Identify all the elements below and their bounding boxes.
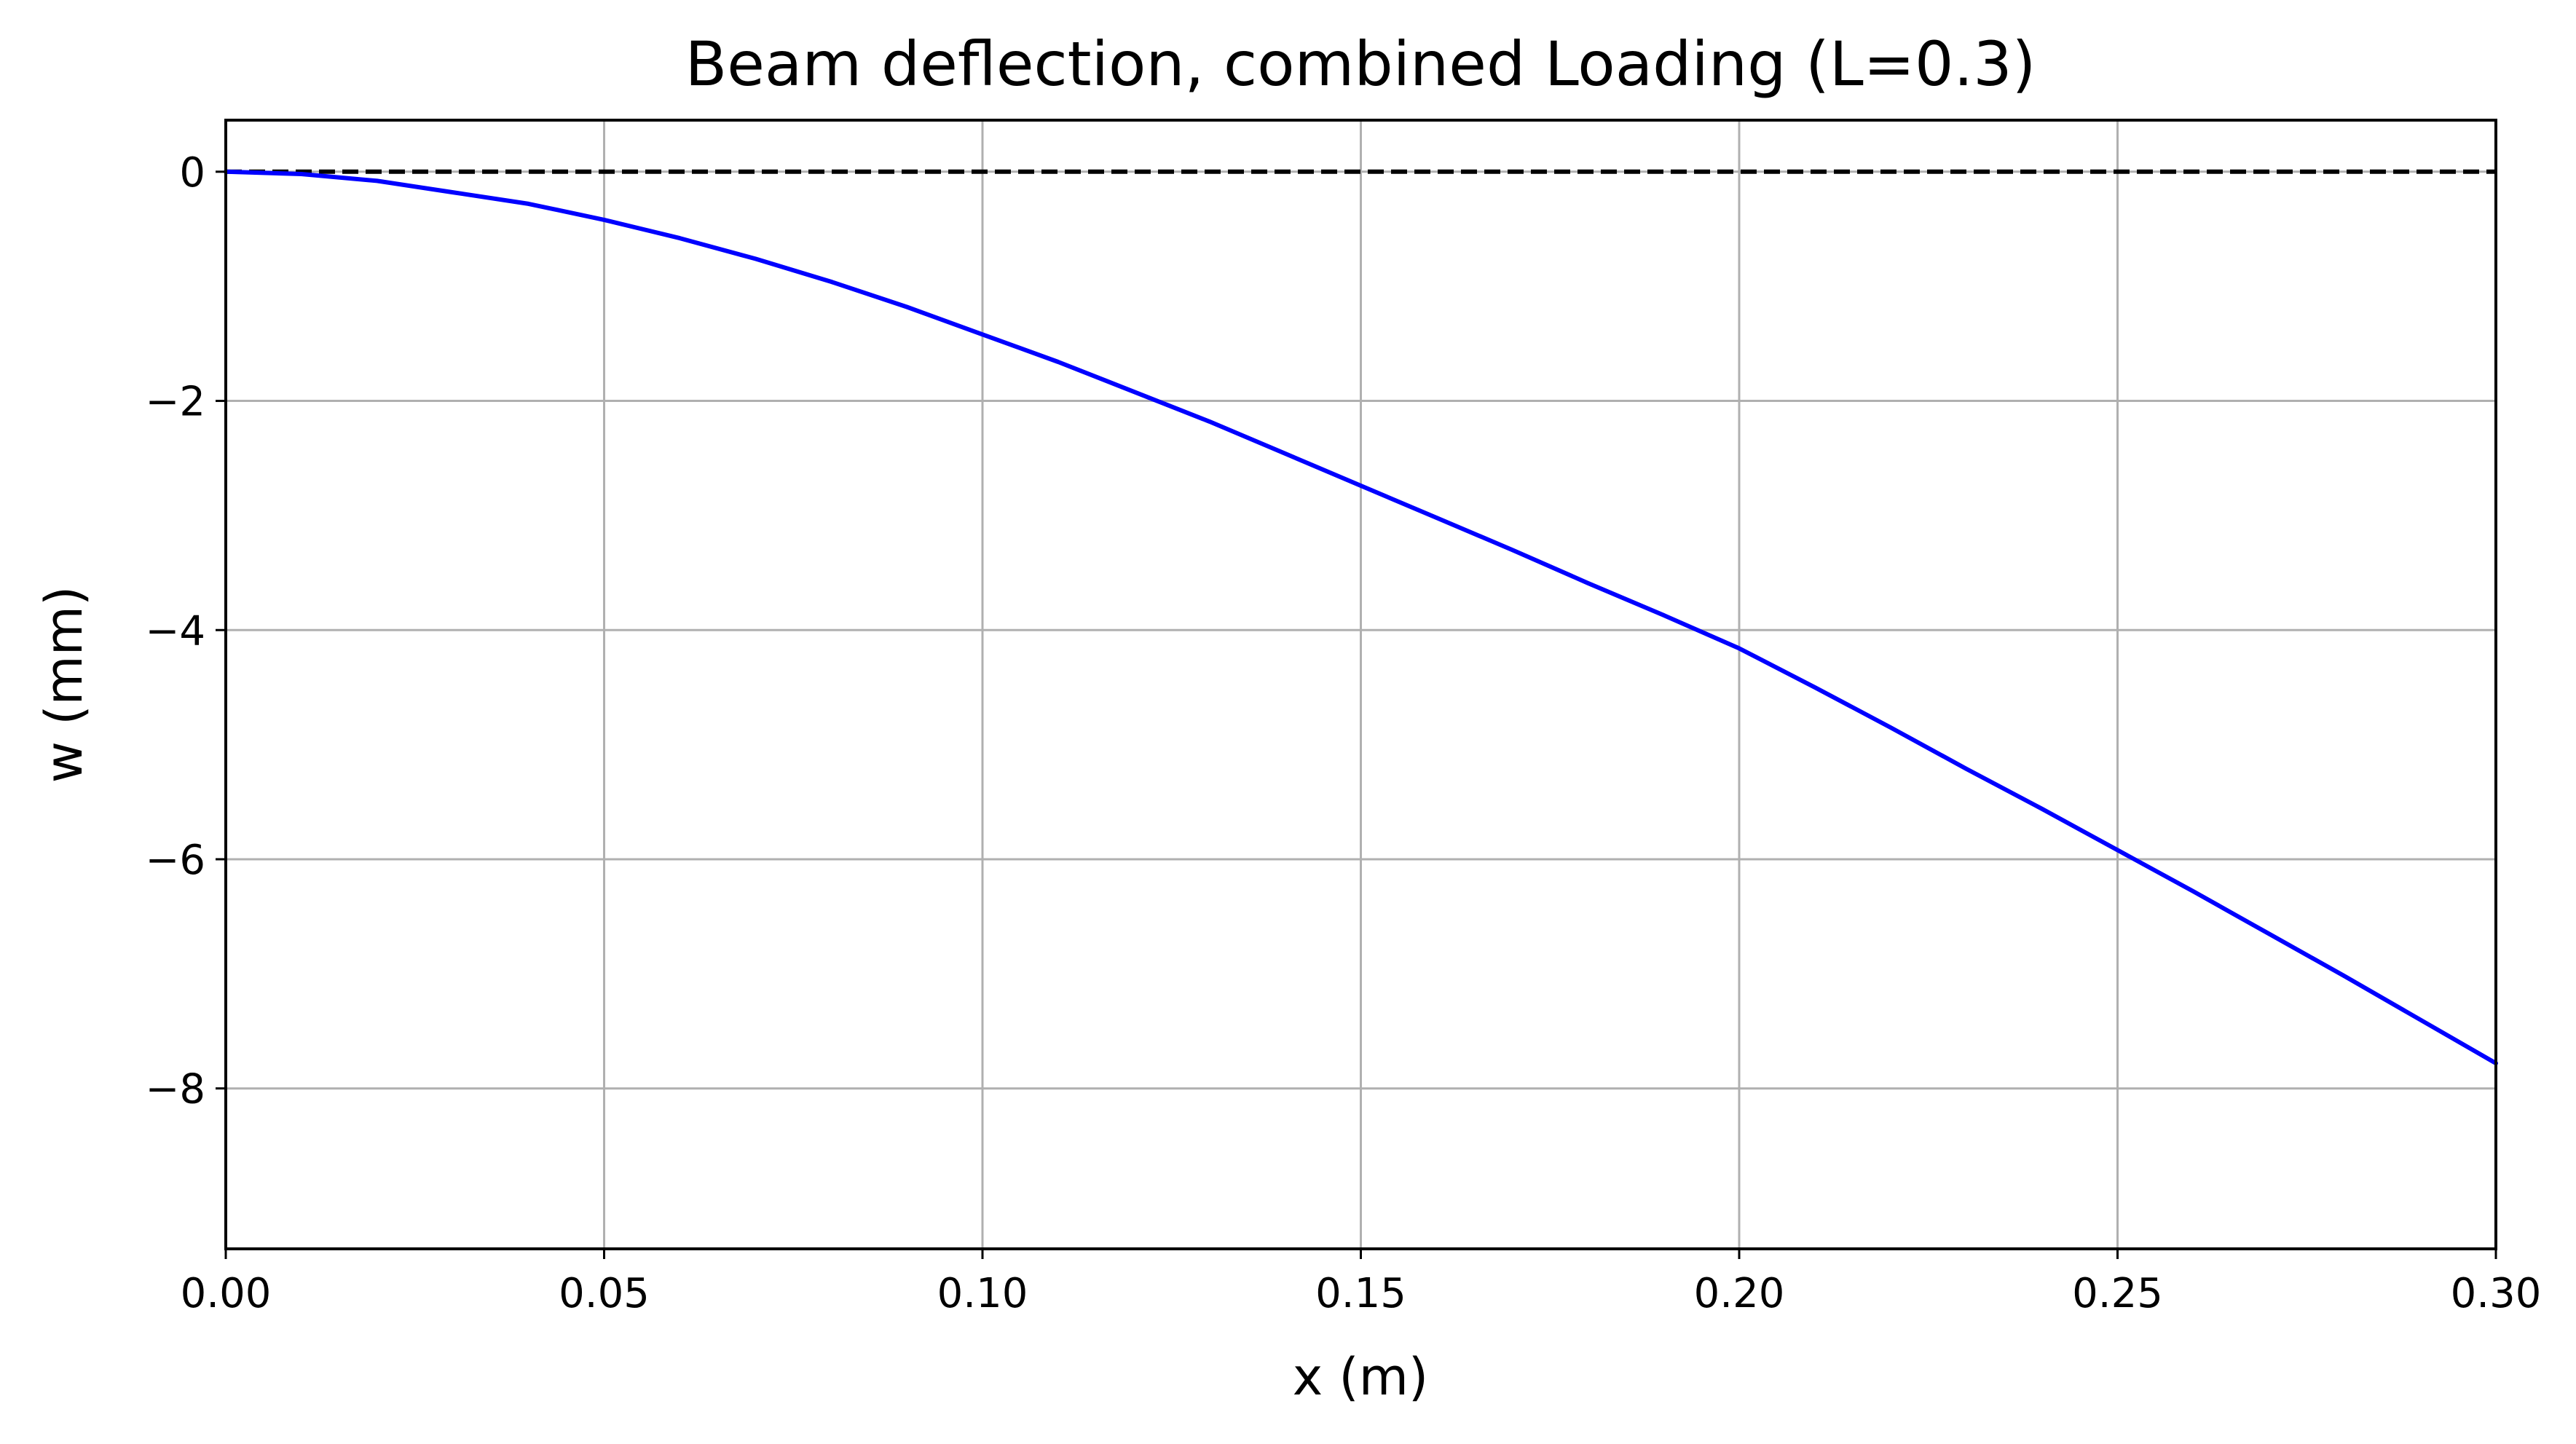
chart-title: Beam deflection, combined Loading (L=0.3… xyxy=(685,28,2036,100)
series-group xyxy=(224,169,2498,1066)
y-tick-label: −2 xyxy=(145,379,205,426)
x-tick-label: 0.25 xyxy=(2072,1270,2163,1317)
y-tick-label: 0 xyxy=(179,149,205,197)
y-tick-label: −4 xyxy=(145,607,205,655)
x-tick-label: 0.10 xyxy=(937,1270,1028,1317)
x-tick-label: 0.05 xyxy=(559,1270,650,1317)
x-tick-label: 0.30 xyxy=(2451,1270,2542,1317)
x-tick-label: 0.15 xyxy=(1315,1270,1406,1317)
y-axis-label: w (mm) xyxy=(34,586,94,784)
deflection-series-line xyxy=(224,169,2498,1066)
y-tick-label: −6 xyxy=(145,837,205,884)
y-tick-label: −8 xyxy=(145,1066,205,1113)
x-axis-ticks: 0.00 0.05 0.10 0.15 0.20 0.25 0.30 xyxy=(181,1249,2542,1317)
x-tick-label: 0.00 xyxy=(181,1270,272,1317)
x-axis-label: x (m) xyxy=(1293,1347,1428,1407)
x-tick-label: 0.20 xyxy=(1694,1270,1785,1317)
y-axis-ticks: 0 −2 −4 −6 −8 xyxy=(145,149,226,1113)
